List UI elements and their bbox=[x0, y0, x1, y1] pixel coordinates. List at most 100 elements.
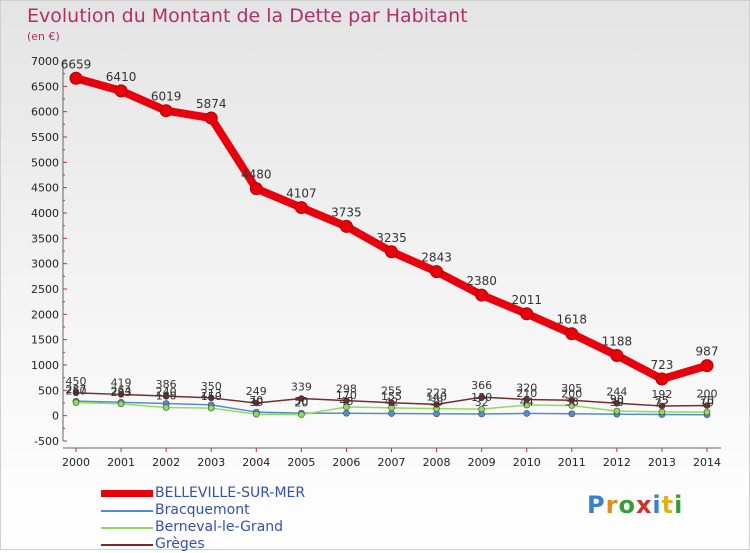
data-label: 4480 bbox=[241, 168, 272, 182]
x-tick-label: 2000 bbox=[62, 456, 90, 469]
data-point bbox=[294, 201, 308, 215]
data-point bbox=[252, 410, 260, 418]
y-tick-label: -500 bbox=[34, 435, 59, 448]
data-label: 6410 bbox=[106, 70, 137, 84]
y-tick-label: 4500 bbox=[31, 182, 59, 195]
data-point bbox=[249, 182, 263, 196]
data-label: 4107 bbox=[286, 187, 317, 201]
y-tick-label: 1500 bbox=[31, 334, 59, 347]
data-point bbox=[523, 410, 531, 417]
data-label: 130 bbox=[471, 391, 492, 404]
data-point bbox=[72, 399, 80, 406]
x-tick-label: 2010 bbox=[513, 456, 541, 469]
chart-unit: (en €) bbox=[27, 30, 60, 43]
data-label: 50 bbox=[294, 395, 308, 408]
data-label: 264 bbox=[111, 384, 132, 397]
proxiti-logo: Proxiti bbox=[587, 491, 683, 519]
data-label: 32 bbox=[475, 396, 489, 409]
data-label: 213 bbox=[201, 387, 222, 400]
legend-swatch bbox=[101, 527, 153, 529]
data-point bbox=[72, 389, 80, 397]
data-point bbox=[207, 404, 215, 412]
data-label: 70 bbox=[249, 394, 263, 407]
x-tick-label: 2003 bbox=[197, 456, 225, 469]
legend-swatch bbox=[101, 544, 153, 546]
y-tick-label: 2500 bbox=[31, 283, 59, 296]
data-label: 38 bbox=[565, 396, 579, 409]
data-point bbox=[388, 399, 395, 407]
data-point bbox=[613, 400, 621, 407]
data-label: 22 bbox=[655, 397, 669, 410]
x-tick-label: 2012 bbox=[603, 456, 631, 469]
x-tick-label: 2011 bbox=[558, 456, 586, 469]
y-tick-label: 500 bbox=[38, 384, 59, 397]
data-label: 255 bbox=[381, 385, 402, 398]
logo-letter: t bbox=[661, 491, 675, 519]
data-label: 48 bbox=[339, 395, 353, 408]
data-label: 233 bbox=[111, 386, 132, 399]
data-point bbox=[117, 391, 125, 398]
logo-letter: P bbox=[587, 491, 606, 519]
data-label: 155 bbox=[381, 390, 402, 403]
data-label: 2843 bbox=[421, 251, 452, 265]
data-point bbox=[343, 397, 350, 404]
data-point bbox=[252, 399, 260, 407]
data-label: 1188 bbox=[602, 334, 633, 348]
data-point bbox=[658, 402, 666, 410]
legend-label: Bracquemont bbox=[155, 502, 250, 518]
legend-label: Grèges bbox=[155, 536, 205, 552]
data-point bbox=[204, 111, 218, 125]
data-point bbox=[565, 327, 579, 341]
data-point bbox=[613, 407, 621, 415]
chart-title: Evolution du Montant de la Dette par Hab… bbox=[27, 5, 468, 27]
data-label: 44 bbox=[520, 395, 534, 408]
data-label: 90 bbox=[610, 393, 624, 406]
data-label: 723 bbox=[650, 358, 673, 372]
data-label: 305 bbox=[561, 382, 582, 395]
data-label: 160 bbox=[156, 390, 177, 403]
data-point bbox=[159, 104, 173, 118]
data-label: 298 bbox=[336, 383, 357, 396]
data-label: 339 bbox=[291, 380, 312, 393]
data-point bbox=[520, 307, 534, 321]
data-point bbox=[700, 359, 714, 373]
data-point bbox=[610, 348, 624, 362]
data-point bbox=[388, 410, 395, 417]
y-tick-label: 3500 bbox=[31, 232, 59, 245]
data-label: 5874 bbox=[196, 97, 227, 111]
y-tick-label: 0 bbox=[52, 410, 59, 423]
x-tick-label: 2006 bbox=[332, 456, 360, 469]
data-label: 30 bbox=[610, 396, 624, 409]
y-tick-label: 6500 bbox=[31, 80, 59, 93]
logo-letter: i bbox=[652, 491, 662, 519]
data-label: 987 bbox=[696, 345, 719, 359]
x-tick-label: 2007 bbox=[378, 456, 406, 469]
data-point bbox=[343, 403, 350, 411]
data-label: 3235 bbox=[376, 231, 407, 245]
data-label: 192 bbox=[651, 388, 672, 401]
data-label: 2380 bbox=[466, 274, 497, 288]
data-label: 1618 bbox=[557, 313, 588, 327]
x-tick-label: 2005 bbox=[287, 456, 315, 469]
data-label: 75 bbox=[655, 394, 669, 407]
x-tick-label: 2009 bbox=[468, 456, 496, 469]
data-point bbox=[207, 394, 215, 402]
data-point bbox=[114, 84, 128, 98]
data-label: 38 bbox=[430, 396, 444, 409]
legend-swatch bbox=[101, 490, 153, 497]
logo-letter: r bbox=[605, 491, 619, 519]
data-point bbox=[475, 288, 489, 302]
data-label: 210 bbox=[516, 387, 537, 400]
data-label: 30 bbox=[249, 396, 263, 409]
logo-letter: x bbox=[635, 491, 653, 519]
x-tick-label: 2004 bbox=[242, 456, 270, 469]
data-point bbox=[339, 219, 353, 233]
data-label: 350 bbox=[201, 380, 222, 393]
x-tick-label: 2008 bbox=[423, 456, 451, 469]
data-label: 223 bbox=[426, 386, 447, 399]
data-point bbox=[658, 408, 666, 416]
logo-letter: o bbox=[618, 491, 636, 519]
data-point bbox=[478, 393, 485, 401]
